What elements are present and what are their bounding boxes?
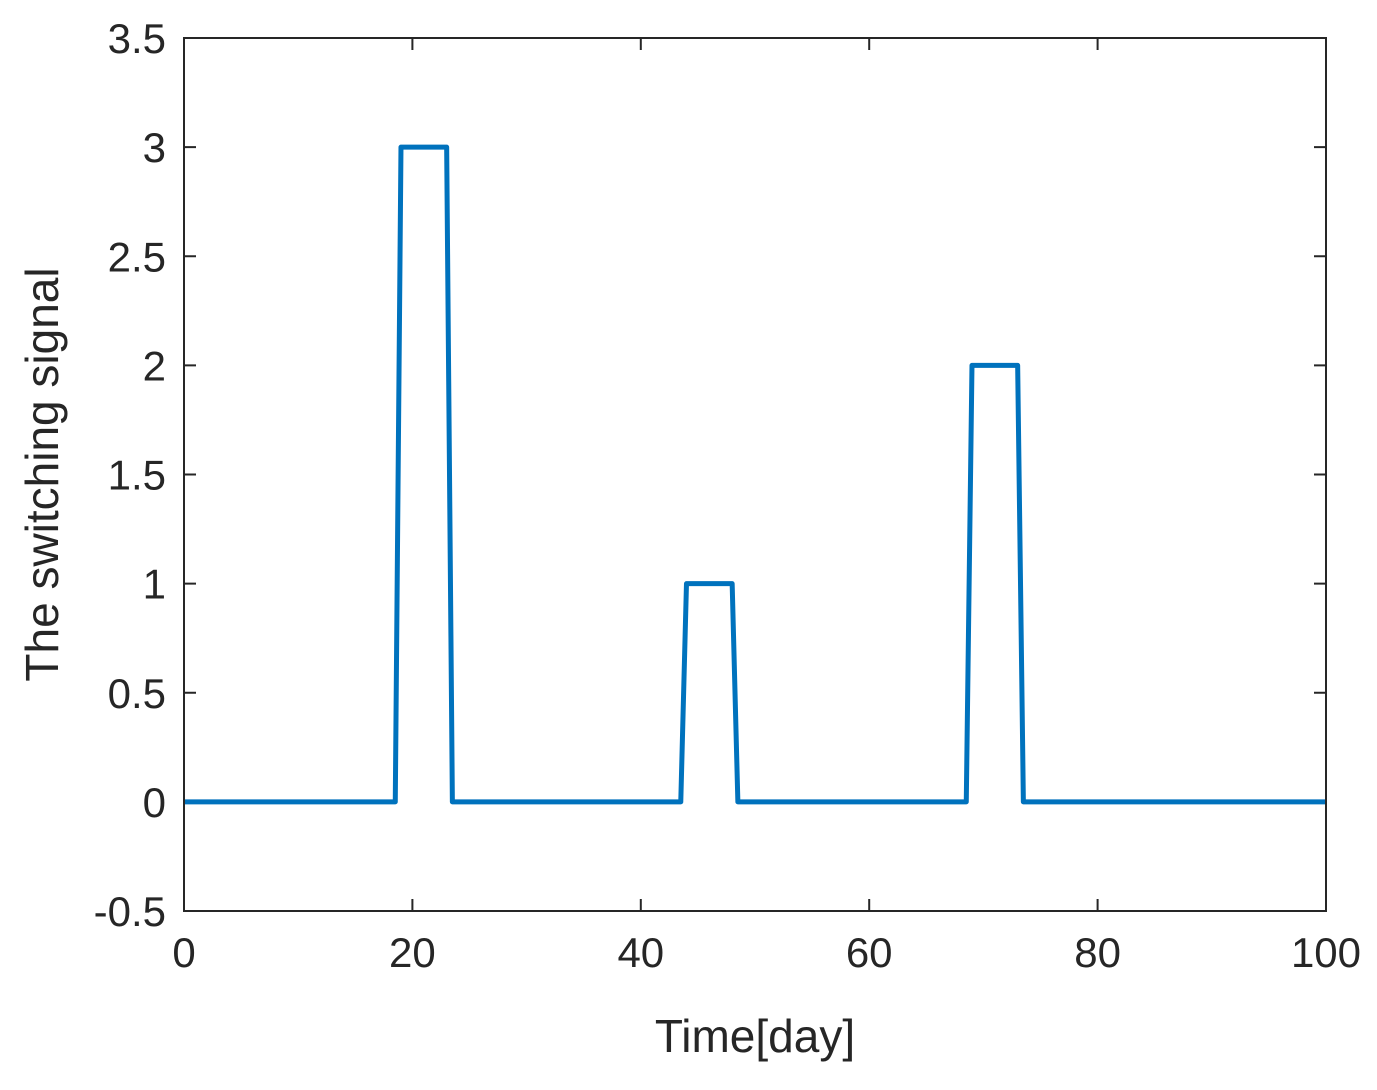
y-tick-label: 2.5 [108, 233, 166, 280]
y-tick-label: 2 [143, 342, 166, 389]
tick-labels: 0 20 40 60 80 100-0.500.511.522.533.5 [94, 15, 1361, 976]
y-axis-title: The switching signal [16, 267, 68, 681]
series-layer [184, 144, 1326, 805]
y-tick-label: 1.5 [108, 452, 166, 499]
x-tick-label: 0 [172, 929, 195, 976]
x-axis-title: Time[day] [655, 1010, 855, 1062]
y-tick-label: 1 [143, 561, 166, 608]
x-tick-label: 100 [1291, 929, 1361, 976]
x-tick-label: 20 [389, 929, 436, 976]
y-tick-label: 0.5 [108, 670, 166, 717]
series-line-0 [184, 144, 1326, 805]
y-tick-label: -0.5 [94, 888, 166, 935]
x-tick-label: 60 [846, 929, 893, 976]
x-tick-label: 40 [617, 929, 664, 976]
y-tick-label: 3 [143, 124, 166, 171]
y-tick-label: 0 [143, 779, 166, 826]
x-tick-label: 80 [1074, 929, 1121, 976]
axes-box [183, 37, 1327, 912]
y-tick-label: 3.5 [108, 15, 166, 62]
